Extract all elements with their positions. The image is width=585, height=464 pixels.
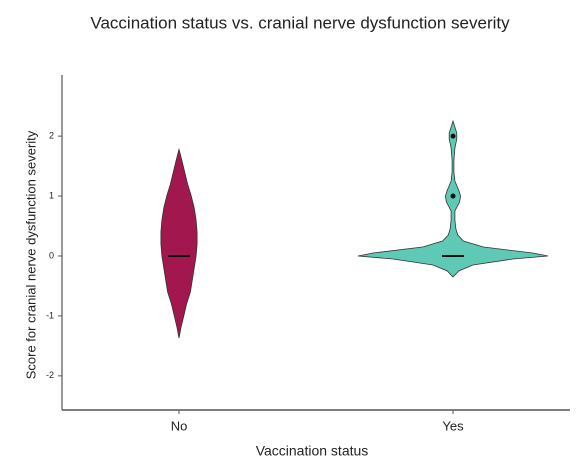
y-axis-label: Score for cranial nerve dysfunction seve… — [23, 130, 38, 379]
violin — [160, 147, 198, 339]
y-tick-label: -2 — [46, 370, 54, 380]
point — [450, 193, 456, 199]
y-tick-label: 0 — [49, 250, 54, 260]
y-tick-label: 2 — [49, 131, 54, 141]
x-tick-label: Yes — [442, 418, 464, 433]
y-tick-label: -1 — [46, 310, 54, 320]
x-axis-label: Vaccination status — [256, 443, 369, 459]
y-tick-label: 1 — [49, 190, 54, 200]
x-tick-label: No — [171, 418, 188, 433]
violin — [357, 119, 549, 278]
point — [450, 133, 456, 139]
chart-title: Vaccination status vs. cranial nerve dys… — [90, 13, 510, 32]
